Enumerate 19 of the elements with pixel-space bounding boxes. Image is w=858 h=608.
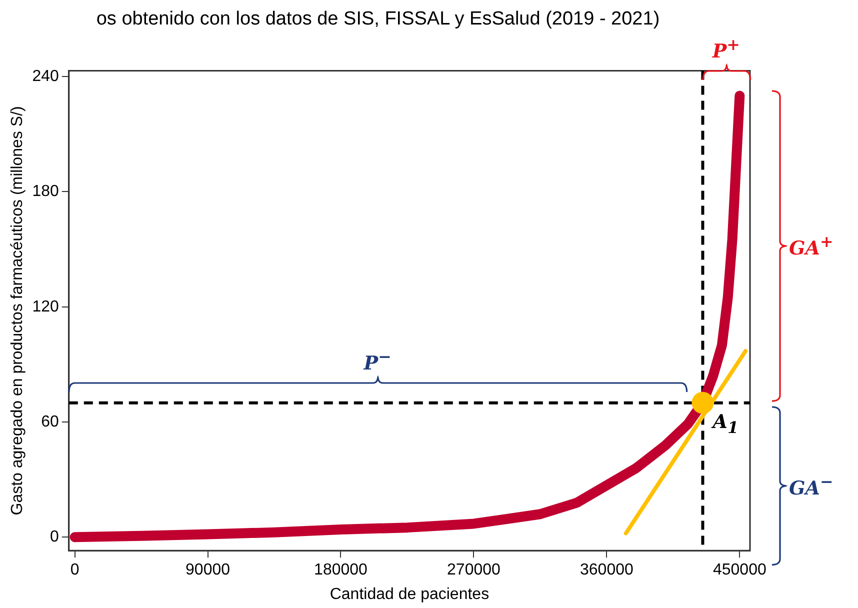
text: P$^{+}$ bbox=[712, 34, 740, 62]
x-tick-label: 0 bbox=[70, 562, 80, 579]
y-axis-title: Gasto agregado en productos farmacéuticos (millones S/) bbox=[9, 106, 26, 516]
text: GA$^{+}$ bbox=[789, 232, 834, 260]
y-tick-label: 180 bbox=[32, 183, 59, 200]
x-tick-label: 180000 bbox=[314, 562, 368, 579]
annotation: A$_{1}$ bbox=[712, 410, 738, 437]
y-tick-label: 60 bbox=[41, 413, 59, 430]
chart-title: os obtenido con los datos de SIS, FISSAL y EsSalud (2019 - 2021) bbox=[96, 8, 660, 30]
x-tick-label: 90000 bbox=[186, 562, 230, 579]
x-tick-label: 270000 bbox=[447, 562, 501, 579]
x-axis-title: Cantidad de pacientes bbox=[330, 586, 490, 603]
text: GA$^{−}$ bbox=[789, 472, 834, 500]
x-tick-label: 360000 bbox=[580, 562, 634, 579]
y-tick-label: 240 bbox=[32, 68, 59, 85]
x-tick-label: 450000 bbox=[712, 562, 766, 579]
y-tick-label: 0 bbox=[50, 528, 59, 546]
annotation: P$^{−}$ bbox=[364, 346, 392, 374]
y-tick-label: 120 bbox=[32, 298, 59, 316]
